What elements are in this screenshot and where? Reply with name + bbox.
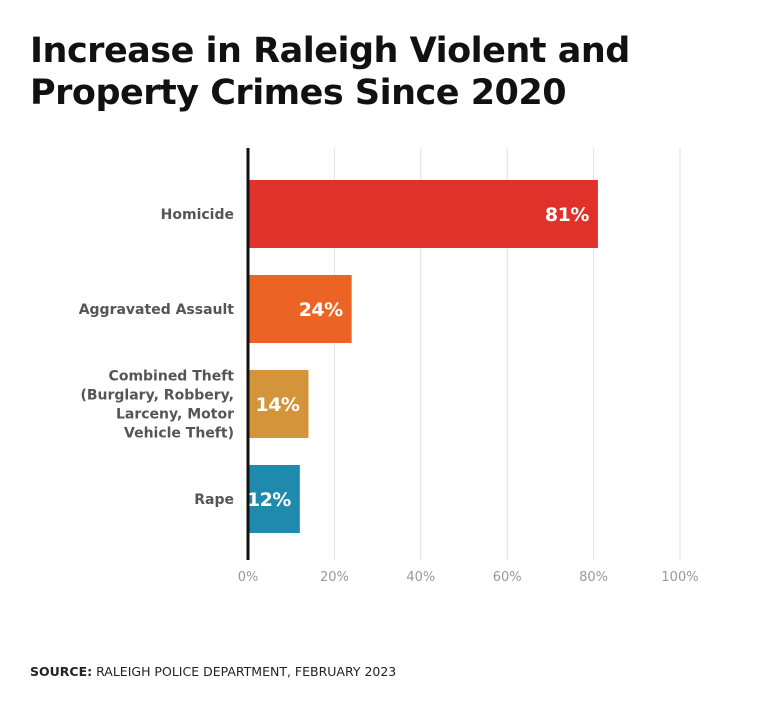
- x-tick-label-100: 100%: [661, 570, 698, 585]
- category-label-line: Larceny, Motor: [116, 407, 234, 423]
- category-label-homicide: Homicide: [161, 207, 234, 223]
- bar-rape: [248, 465, 300, 533]
- source-text: RALEIGH POLICE DEPARTMENT, FEBRUARY 2023: [92, 664, 397, 679]
- bars: 81% 24% 14% 12%: [247, 180, 598, 533]
- x-tick-label-20: 20%: [320, 570, 349, 585]
- data-label-combined-theft: 14%: [255, 394, 299, 416]
- chart-title-line-2: Property Crimes Since 2020: [30, 73, 567, 113]
- category-label-line: Homicide: [161, 207, 234, 223]
- x-axis-ticks: 0% 20% 40% 60% 80% 100%: [238, 570, 699, 585]
- chart-title: Increase in Raleigh Violent and Property…: [30, 30, 730, 114]
- source-prefix: SOURCE:: [30, 664, 93, 679]
- source-note: SOURCE: RALEIGH POLICE DEPARTMENT, FEBRU…: [30, 664, 396, 679]
- x-tick-label-60: 60%: [493, 570, 522, 585]
- category-label-line: Aggravated Assault: [79, 302, 235, 318]
- category-label-combined-theft: Combined Theft (Burglary, Robbery, Larceny…: [80, 369, 234, 442]
- category-label-line: Rape: [194, 492, 234, 508]
- category-label-line: Vehicle Theft): [124, 426, 234, 442]
- x-tick-label-80: 80%: [579, 570, 608, 585]
- category-label-rape: Rape: [194, 492, 234, 508]
- data-label-aggravated-assault: 24%: [299, 299, 343, 321]
- category-label-line: Combined Theft: [109, 369, 235, 385]
- data-label-homicide: 81%: [545, 204, 589, 226]
- x-tick-label-40: 40%: [406, 570, 435, 585]
- x-tick-label-0: 0%: [238, 570, 259, 585]
- bar-combined-theft: [248, 370, 309, 438]
- category-label-aggravated-assault: Aggravated Assault: [79, 302, 235, 318]
- data-label-rape: 12%: [247, 489, 291, 511]
- bar-homicide: [248, 180, 598, 248]
- category-labels: Homicide Aggravated Assault Combined Theft…: [79, 207, 235, 508]
- chart-title-line-1: Increase in Raleigh Violent and: [30, 31, 630, 71]
- category-label-line: (Burglary, Robbery,: [80, 388, 234, 404]
- bar-aggravated-assault: [248, 275, 352, 343]
